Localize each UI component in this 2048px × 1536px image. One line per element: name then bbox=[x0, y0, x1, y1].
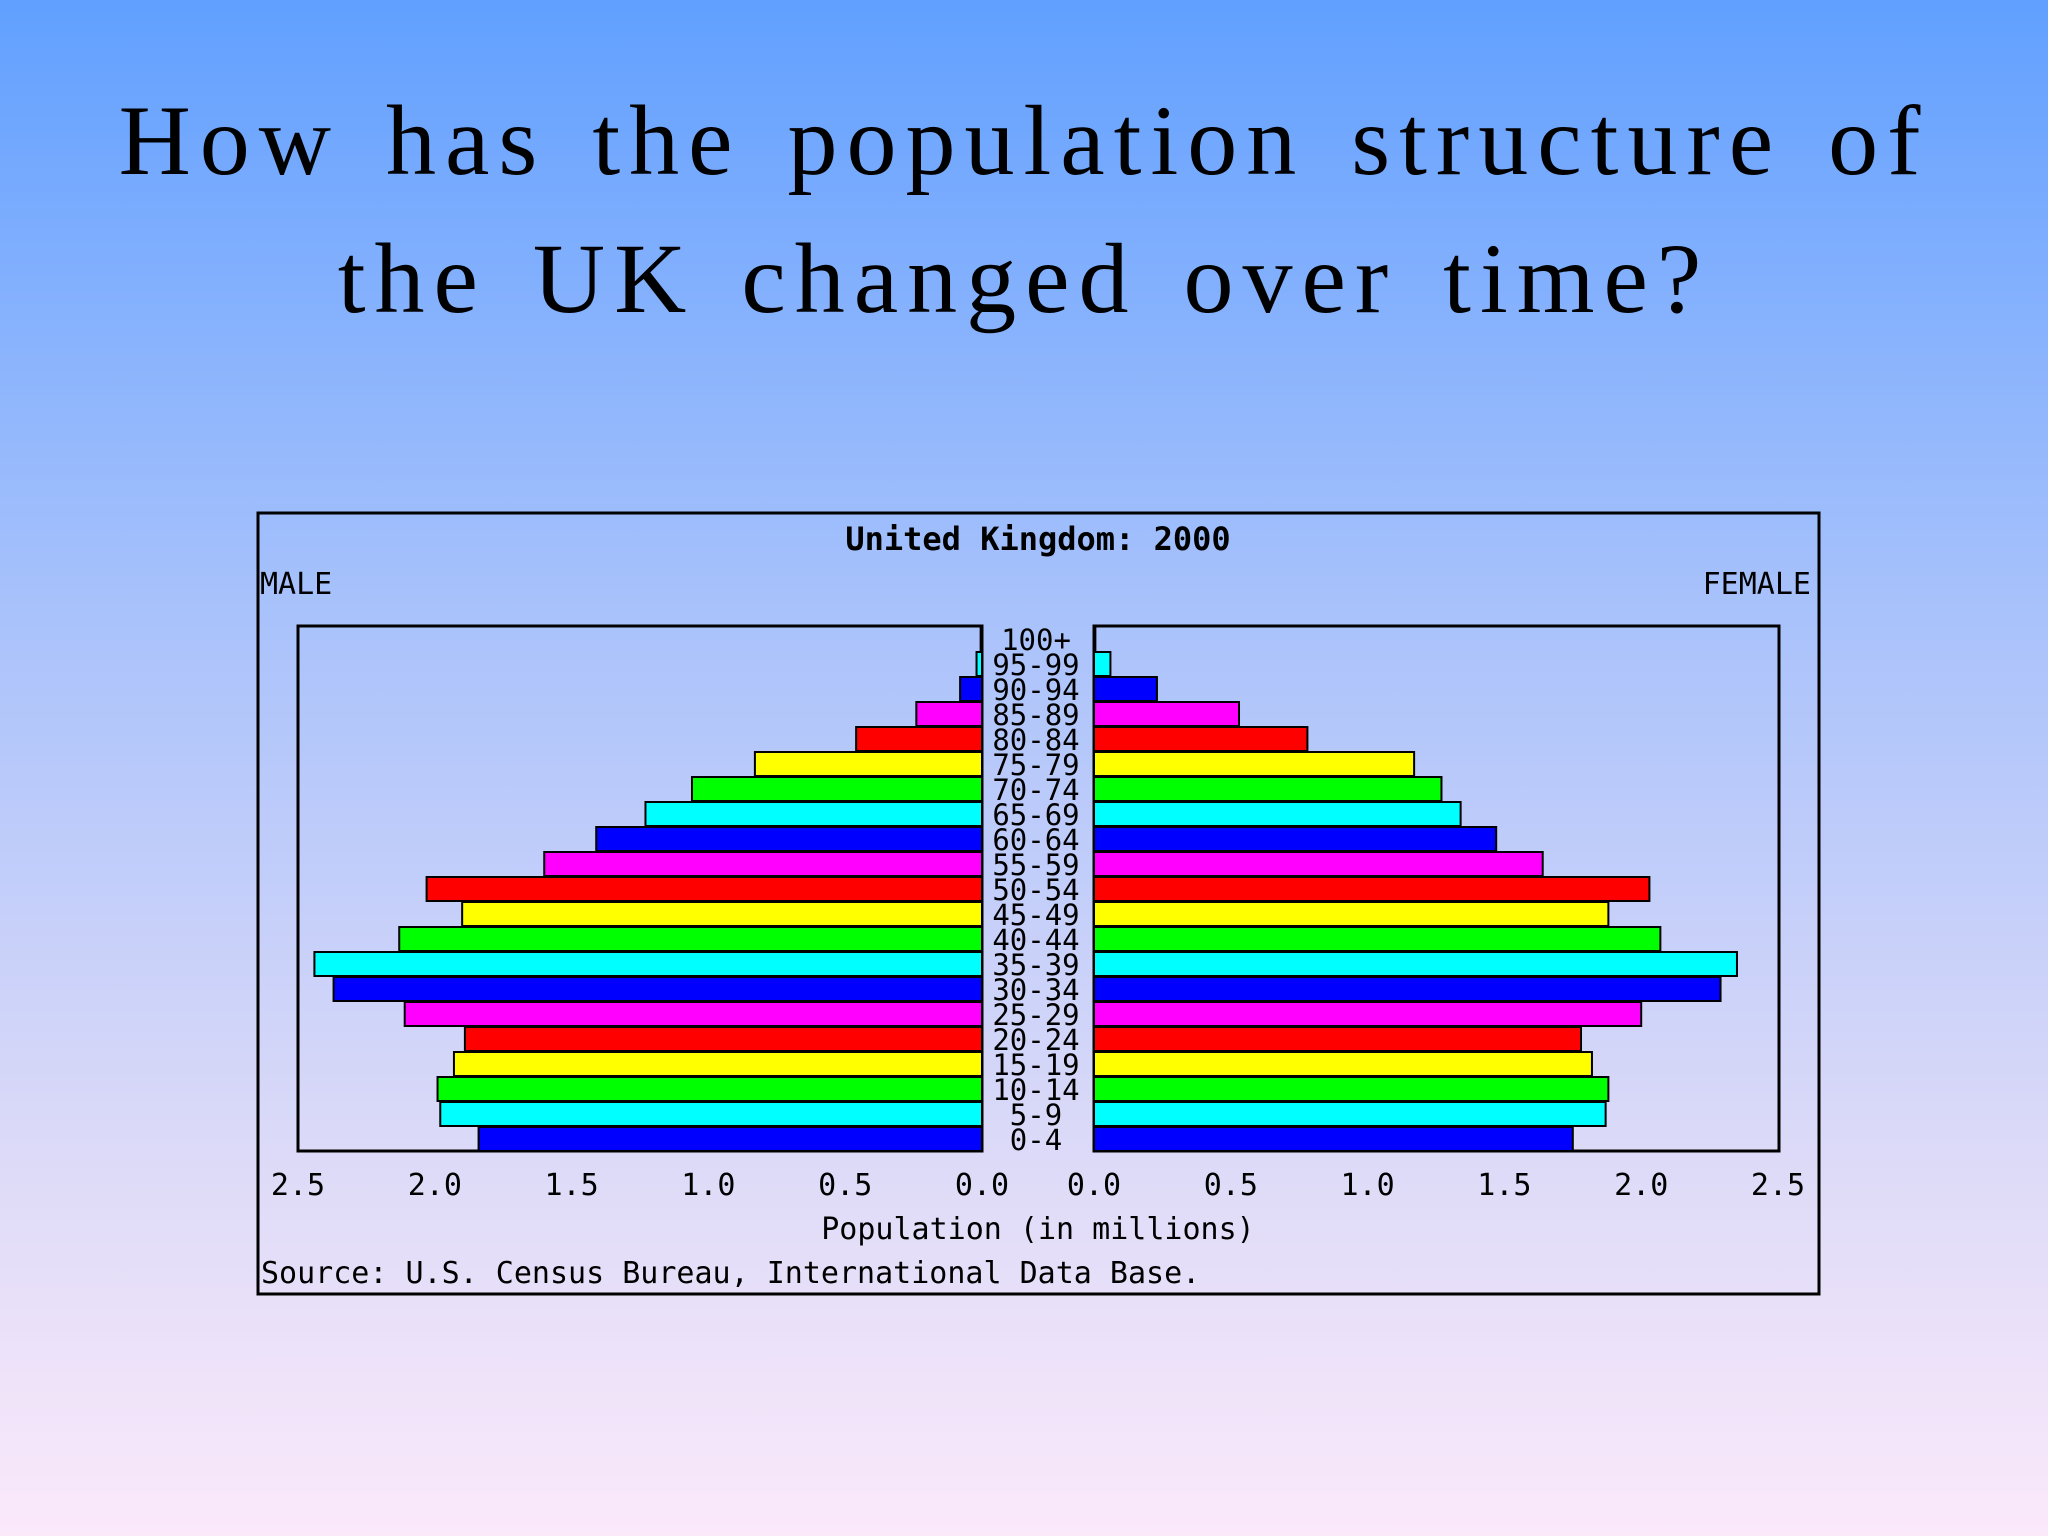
female-bar-15-19 bbox=[1093, 1051, 1593, 1077]
male-tick-label: 0.5 bbox=[818, 1168, 872, 1203]
chart-title: United Kingdom: 2000 bbox=[845, 520, 1230, 558]
age-label-75-79: 75-79 bbox=[992, 748, 1079, 782]
male-bar-30-34 bbox=[332, 976, 983, 1002]
age-label-45-49: 45-49 bbox=[992, 898, 1079, 932]
female-label: FEMALE bbox=[1703, 567, 1811, 602]
age-label-60-64: 60-64 bbox=[992, 823, 1079, 857]
male-tick-label: 1.0 bbox=[681, 1168, 735, 1203]
male-label: MALE bbox=[260, 567, 332, 602]
male-bar-65-69 bbox=[644, 801, 983, 827]
male-tick-label: 1.5 bbox=[545, 1168, 599, 1203]
female-bar-60-64 bbox=[1093, 826, 1498, 852]
female-bar-0-4 bbox=[1093, 1126, 1574, 1152]
male-bar-60-64 bbox=[595, 826, 983, 852]
male-bar-75-79 bbox=[753, 751, 983, 777]
female-tick-label: 0.5 bbox=[1204, 1168, 1258, 1203]
age-label-65-69: 65-69 bbox=[992, 798, 1079, 832]
female-bar-30-34 bbox=[1093, 976, 1722, 1002]
female-bar-100+ bbox=[1093, 626, 1097, 652]
female-bar-10-14 bbox=[1093, 1076, 1610, 1102]
male-bar-40-44 bbox=[398, 926, 983, 952]
female-bar-95-99 bbox=[1093, 651, 1112, 677]
male-bar-55-59 bbox=[543, 851, 983, 877]
age-label-90-94: 90-94 bbox=[992, 673, 1079, 707]
male-bar-25-29 bbox=[403, 1001, 984, 1027]
age-label-25-29: 25-29 bbox=[992, 998, 1079, 1032]
age-label-85-89: 85-89 bbox=[992, 698, 1079, 732]
male-bar-70-74 bbox=[690, 776, 983, 802]
age-label-55-59: 55-59 bbox=[992, 848, 1079, 882]
male-bar-100+ bbox=[979, 626, 984, 652]
male-bar-15-19 bbox=[452, 1051, 983, 1077]
age-label-30-34: 30-34 bbox=[992, 973, 1079, 1007]
age-label-15-19: 15-19 bbox=[992, 1048, 1079, 1082]
age-label-95-99: 95-99 bbox=[992, 648, 1079, 682]
female-bar-50-54 bbox=[1093, 876, 1651, 902]
age-label-20-24: 20-24 bbox=[992, 1023, 1079, 1057]
source-note: Source: U.S. Census Bureau, Internationa… bbox=[261, 1256, 1200, 1291]
male-bar-80-84 bbox=[855, 726, 983, 752]
male-bar-35-39 bbox=[313, 951, 983, 977]
age-label-50-54: 50-54 bbox=[992, 873, 1079, 907]
male-bar-90-94 bbox=[959, 676, 983, 702]
slide-title-line-2: the UK changed over time? bbox=[337, 223, 1711, 334]
female-bar-25-29 bbox=[1093, 1001, 1643, 1027]
female-bar-45-49 bbox=[1093, 901, 1610, 927]
female-bar-55-59 bbox=[1093, 851, 1544, 877]
age-label-40-44: 40-44 bbox=[992, 923, 1079, 957]
male-tick-label: 0.0 bbox=[955, 1168, 1009, 1203]
male-bar-5-9 bbox=[439, 1101, 984, 1127]
female-bar-20-24 bbox=[1093, 1026, 1583, 1052]
age-label-10-14: 10-14 bbox=[992, 1073, 1079, 1107]
male-bar-85-89 bbox=[915, 701, 983, 727]
female-bar-75-79 bbox=[1093, 751, 1416, 777]
male-tick-label: 2.0 bbox=[408, 1168, 462, 1203]
male-bar-95-99 bbox=[975, 651, 984, 677]
female-bar-80-84 bbox=[1093, 726, 1309, 752]
x-axis-title: Population (in millions) bbox=[821, 1212, 1254, 1247]
female-bar-70-74 bbox=[1093, 776, 1443, 802]
chart-frame bbox=[256, 511, 1821, 1296]
female-tick-label: 1.5 bbox=[1477, 1168, 1531, 1203]
male-bar-45-49 bbox=[461, 901, 984, 927]
male-tick-label: 2.5 bbox=[271, 1168, 325, 1203]
age-label-100+: 100+ bbox=[1001, 623, 1071, 657]
female-bar-90-94 bbox=[1093, 676, 1158, 702]
female-tick-label: 2.0 bbox=[1614, 1168, 1668, 1203]
age-label-35-39: 35-39 bbox=[992, 948, 1079, 982]
male-bar-20-24 bbox=[463, 1026, 983, 1052]
male-bar-0-4 bbox=[477, 1126, 983, 1152]
male-bar-50-54 bbox=[425, 876, 984, 902]
age-label-0-4: 0-4 bbox=[1010, 1123, 1062, 1157]
age-label-80-84: 80-84 bbox=[992, 723, 1079, 757]
slide-title: How has the population structure of the U… bbox=[0, 72, 2048, 348]
female-bar-35-39 bbox=[1093, 951, 1738, 977]
female-bar-40-44 bbox=[1093, 926, 1662, 952]
male-bar-10-14 bbox=[436, 1076, 983, 1102]
slide-title-line-1: How has the population structure of bbox=[118, 85, 1930, 196]
age-label-70-74: 70-74 bbox=[992, 773, 1079, 807]
female-bar-65-69 bbox=[1093, 801, 1462, 827]
female-tick-label: 2.5 bbox=[1751, 1168, 1805, 1203]
age-label-5-9: 5-9 bbox=[1010, 1098, 1062, 1132]
female-tick-label: 1.0 bbox=[1341, 1168, 1395, 1203]
female-tick-label: 0.0 bbox=[1067, 1168, 1121, 1203]
female-bar-5-9 bbox=[1093, 1101, 1607, 1127]
female-bar-85-89 bbox=[1093, 701, 1241, 727]
